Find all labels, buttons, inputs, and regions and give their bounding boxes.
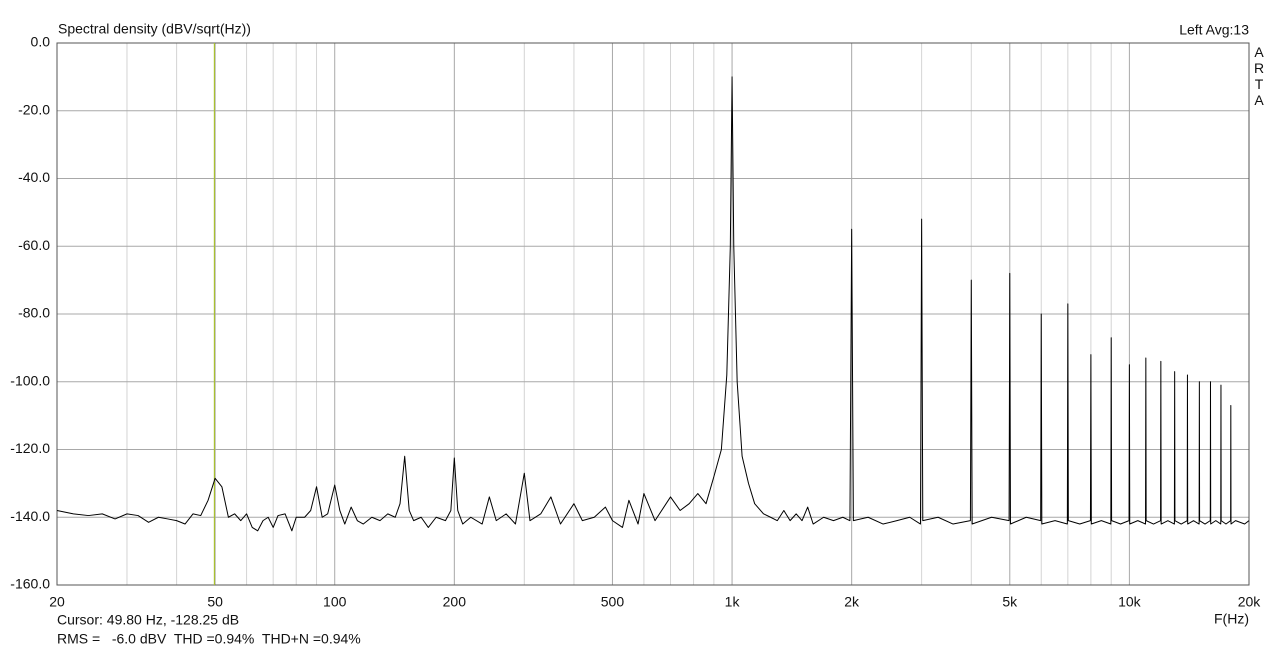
x-tick-label: 200	[443, 594, 467, 610]
x-tick-label: 2k	[844, 594, 860, 610]
y-tick-label: -140.0	[10, 508, 50, 524]
y-tick-label: -40.0	[18, 169, 50, 185]
y-tick-label: -20.0	[18, 101, 50, 117]
measurement-summary: RMS = -6.0 dBV THD =0.94% THD+N =0.94%	[57, 631, 361, 647]
cursor-readout: Cursor: 49.80 Hz, -128.25 dB	[57, 612, 239, 628]
y-tick-label: -60.0	[18, 237, 50, 253]
y-tick-label: -120.0	[10, 440, 50, 456]
spectrum-line	[56, 76, 1250, 532]
brand: ARTA	[1251, 44, 1267, 108]
x-tick-label: 500	[601, 594, 625, 610]
y-tick-label: -100.0	[10, 372, 50, 388]
x-tick-label: 100	[323, 594, 347, 610]
x-axis-label: F(Hz)	[1214, 611, 1249, 627]
x-tick-label: 1k	[725, 594, 741, 610]
x-tick-label: 10k	[1118, 594, 1142, 610]
x-tick-label: 5k	[1002, 594, 1018, 610]
chart-title: Spectral density (dBV/sqrt(Hz))	[58, 21, 251, 37]
y-tick-label: -160.0	[10, 576, 50, 592]
plot-frame	[56, 42, 1250, 586]
x-tick-label: 50	[207, 594, 223, 610]
channel-label: Left Avg:13	[1179, 22, 1249, 38]
y-tick-label: 0.0	[31, 34, 51, 50]
x-tick-label: 20	[49, 594, 65, 610]
y-tick-label: -80.0	[18, 305, 50, 321]
x-tick-label: 20k	[1238, 594, 1262, 610]
